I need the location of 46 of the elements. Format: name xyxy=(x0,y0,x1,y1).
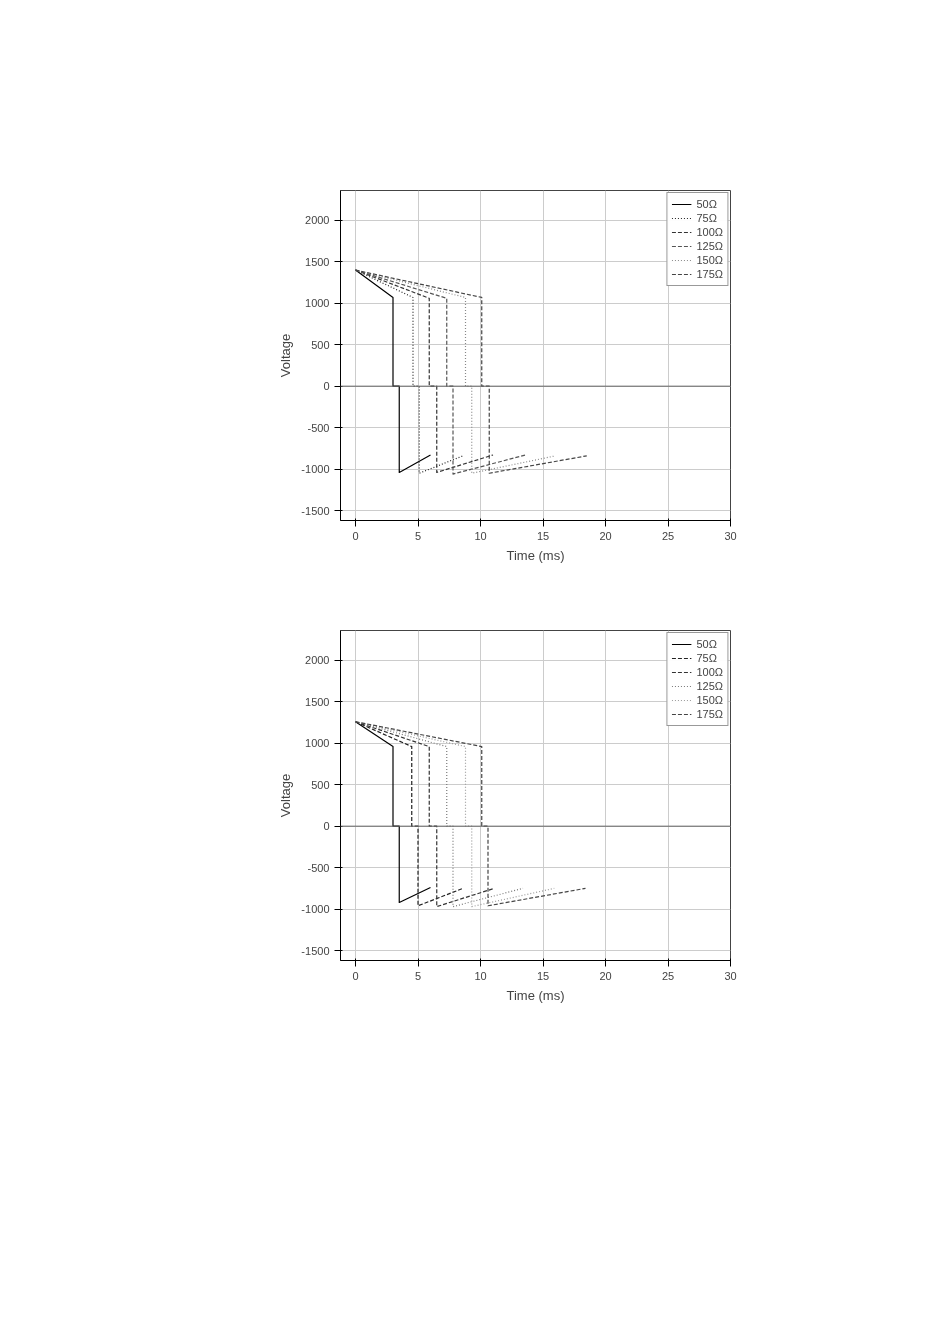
x-axis-title: Time (ms) xyxy=(506,987,565,1003)
y-tick-label: -500 xyxy=(307,861,330,874)
y-tick-label: -1000 xyxy=(301,903,330,916)
y-tick-label: 500 xyxy=(311,338,330,351)
legend-label: 100Ω xyxy=(696,225,723,239)
x-tick-label: 25 xyxy=(661,969,675,982)
legend-label: 50Ω xyxy=(696,197,717,211)
y-axis-title: Voltage xyxy=(278,773,294,818)
x-tick-label: 0 xyxy=(352,969,359,982)
x-tick-label: 25 xyxy=(661,529,675,542)
x-tick-label: 10 xyxy=(474,529,487,542)
y-tick-label: -1000 xyxy=(301,463,330,476)
y-tick-label: 1500 xyxy=(305,695,330,708)
y-tick-label: 2000 xyxy=(305,214,330,227)
legend-label: 175Ω xyxy=(696,707,723,721)
x-tick-label: 5 xyxy=(414,969,422,982)
y-tick-label: -1500 xyxy=(301,504,330,517)
legend-label: 125Ω xyxy=(696,239,723,253)
y-tick-label: 0 xyxy=(323,820,330,833)
legend-label: 175Ω xyxy=(696,267,723,281)
x-tick-label: 20 xyxy=(599,969,612,982)
y-axis-title: Voltage xyxy=(278,333,294,378)
legend-label: 50Ω xyxy=(696,637,717,651)
x-tick-label: 5 xyxy=(414,529,422,542)
x-tick-label: 20 xyxy=(599,529,612,542)
y-tick-label: 2000 xyxy=(305,654,330,667)
y-tick-label: 1000 xyxy=(305,297,330,310)
x-tick-label: 0 xyxy=(352,529,359,542)
x-tick-label: 15 xyxy=(536,969,550,982)
y-tick-label: -1500 xyxy=(301,944,330,957)
y-tick-label: 1500 xyxy=(305,255,330,268)
legend-label: 100Ω xyxy=(696,665,723,679)
x-tick-label: 30 xyxy=(724,529,737,542)
y-tick-label: 1000 xyxy=(305,737,330,750)
y-tick-label: -500 xyxy=(307,421,330,434)
x-tick-label: 15 xyxy=(536,529,550,542)
x-tick-label: 30 xyxy=(724,969,737,982)
legend-label: 125Ω xyxy=(696,679,723,693)
x-axis-title: Time (ms) xyxy=(506,547,565,563)
legend-label: 150Ω xyxy=(696,693,723,707)
y-tick-label: 500 xyxy=(311,778,330,791)
x-tick-label: 10 xyxy=(474,969,487,982)
legend-label: 75Ω xyxy=(696,651,717,665)
legend-label: 75Ω xyxy=(696,211,717,225)
y-tick-label: 0 xyxy=(323,380,330,393)
legend-label: 150Ω xyxy=(696,253,723,267)
